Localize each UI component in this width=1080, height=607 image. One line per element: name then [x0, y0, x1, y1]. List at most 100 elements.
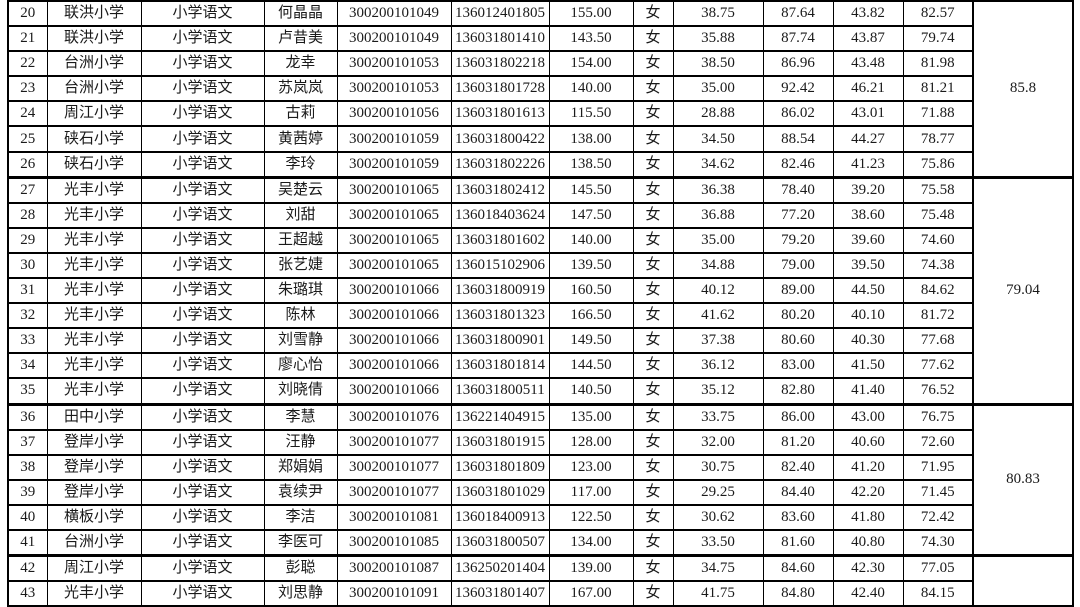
cell-school: 周江小学 — [46, 100, 142, 128]
cell-written-converted: 32.00 — [672, 428, 764, 456]
cell-name: 袁续尹 — [263, 478, 338, 506]
cell-group-cutoff: 80.83 — [972, 402, 1074, 557]
cell-exam-number: 136031802226 — [450, 150, 550, 179]
table-row: 24 周江小学 小学语文 古莉 300200101056 136031801613 115.… — [7, 100, 1073, 128]
cell-name: 郑娟娟 — [263, 453, 338, 481]
table-row: 37 登岸小学 小学语文 汪静 300200101077 136031801915 128.… — [7, 428, 1073, 456]
cell-position-code: 300200101077 — [336, 428, 452, 456]
table-row: 21 联洪小学 小学语文 卢昔美 300200101049 136031801410 143… — [7, 25, 1073, 53]
cell-interview-score: 79.00 — [762, 251, 834, 280]
cell-written-score: 167.00 — [548, 580, 634, 607]
table-row: 41 台洲小学 小学语文 李医可 300200101085 136031800507 134… — [7, 528, 1073, 557]
cell-gender: 女 — [632, 75, 674, 103]
cell-position-code: 300200101066 — [336, 352, 452, 380]
cell-interview-score: 82.40 — [762, 453, 834, 481]
cell-school: 台洲小学 — [46, 75, 142, 103]
cell-subject: 小学语文 — [140, 580, 265, 607]
cell-written-score: 138.50 — [548, 150, 634, 179]
cell-school: 光丰小学 — [46, 377, 142, 405]
cell-school: 田中小学 — [46, 402, 142, 431]
cell-subject: 小学语文 — [140, 50, 265, 78]
cell-written-score: 155.00 — [548, 0, 634, 28]
cell-position-code: 300200101066 — [336, 302, 452, 330]
cell-written-score: 115.50 — [548, 100, 634, 128]
table-row: 40 横板小学 小学语文 李洁 300200101081 136018400913 122.… — [7, 503, 1073, 531]
cell-interview-score: 80.20 — [762, 302, 834, 330]
cell-written-converted: 34.75 — [672, 554, 764, 583]
cell-total-score: 77.68 — [902, 327, 974, 355]
cell-subject: 小学语文 — [140, 0, 265, 28]
cell-total-score: 81.21 — [902, 75, 974, 103]
cell-exam-number: 136018400913 — [450, 503, 550, 531]
cell-interview-converted: 39.50 — [832, 251, 904, 280]
cell-exam-number: 136031801323 — [450, 302, 550, 330]
cell-position-code: 300200101077 — [336, 453, 452, 481]
cell-name: 黄茜婷 — [263, 125, 338, 153]
cell-name: 刘晓倩 — [263, 377, 338, 405]
cell-written-score: 122.50 — [548, 503, 634, 531]
cell-written-converted: 34.62 — [672, 150, 764, 179]
cell-name: 李慧 — [263, 402, 338, 431]
cell-written-converted: 30.62 — [672, 503, 764, 531]
cell-gender: 女 — [632, 25, 674, 53]
cell-exam-number: 136031800901 — [450, 327, 550, 355]
cell-total-score: 75.58 — [902, 175, 974, 204]
cell-interview-converted: 43.01 — [832, 100, 904, 128]
table-row: 26 硖石小学 小学语文 李玲 300200101059 136031802226 138.… — [7, 150, 1073, 179]
cell-gender: 女 — [632, 251, 674, 280]
cell-name: 刘雪静 — [263, 327, 338, 355]
cell-total-score: 79.74 — [902, 25, 974, 53]
cell-school: 登岸小学 — [46, 453, 142, 481]
table-row: 25 硖石小学 小学语文 黄茜婷 300200101059 136031800422 138… — [7, 125, 1073, 153]
table-row: 20 联洪小学 小学语文 何晶晶 300200101049 136012401805 155… — [7, 0, 1074, 179]
cell-name: 李玲 — [263, 150, 338, 179]
cell-exam-number: 136031802412 — [450, 175, 550, 204]
cell-position-code: 300200101059 — [336, 125, 452, 153]
cell-written-converted: 34.88 — [672, 251, 764, 280]
cell-gender: 女 — [632, 402, 674, 431]
cell-interview-converted: 40.30 — [832, 327, 904, 355]
cell-name: 朱璐琪 — [263, 277, 338, 305]
cell-interview-score: 81.20 — [762, 428, 834, 456]
cell-subject: 小学语文 — [140, 302, 265, 330]
cell-position-code: 300200101077 — [336, 478, 452, 506]
cell-written-converted: 35.00 — [672, 75, 764, 103]
cell-written-converted: 29.25 — [672, 478, 764, 506]
cell-position-code: 300200101065 — [336, 201, 452, 229]
cell-row-number: 30 — [7, 251, 48, 280]
cell-subject: 小学语文 — [140, 175, 265, 204]
cell-school: 光丰小学 — [46, 226, 142, 254]
cell-school: 联洪小学 — [46, 25, 142, 53]
cell-total-score: 72.60 — [902, 428, 974, 456]
cell-written-converted: 36.38 — [672, 175, 764, 204]
cell-written-converted: 28.88 — [672, 100, 764, 128]
cell-gender: 女 — [632, 377, 674, 405]
cell-name: 王超越 — [263, 226, 338, 254]
cell-row-number: 33 — [7, 327, 48, 355]
cell-interview-converted: 43.87 — [832, 25, 904, 53]
cell-subject: 小学语文 — [140, 75, 265, 103]
cell-interview-score: 78.40 — [762, 175, 834, 204]
cell-gender: 女 — [632, 125, 674, 153]
cell-name: 古莉 — [263, 100, 338, 128]
cell-row-number: 36 — [7, 402, 48, 431]
cell-position-code: 300200101087 — [336, 554, 452, 583]
cell-interview-converted: 40.80 — [832, 528, 904, 557]
table-row: 29 光丰小学 小学语文 王超越 300200101065 136031801602 140… — [7, 226, 1073, 254]
cell-position-code: 300200101065 — [336, 226, 452, 254]
cell-interview-score: 88.54 — [762, 125, 834, 153]
cell-row-number: 39 — [7, 478, 48, 506]
cell-position-code: 300200101066 — [336, 277, 452, 305]
cell-subject: 小学语文 — [140, 478, 265, 506]
cell-subject: 小学语文 — [140, 277, 265, 305]
cell-interview-converted: 42.40 — [832, 580, 904, 607]
cell-row-number: 29 — [7, 226, 48, 254]
cell-total-score: 71.95 — [902, 453, 974, 481]
cell-total-score: 81.72 — [902, 302, 974, 330]
cell-school: 光丰小学 — [46, 327, 142, 355]
cell-row-number: 40 — [7, 503, 48, 531]
cell-name: 龙幸 — [263, 50, 338, 78]
cell-written-score: 145.50 — [548, 175, 634, 204]
cell-row-number: 38 — [7, 453, 48, 481]
cell-row-number: 21 — [7, 25, 48, 53]
